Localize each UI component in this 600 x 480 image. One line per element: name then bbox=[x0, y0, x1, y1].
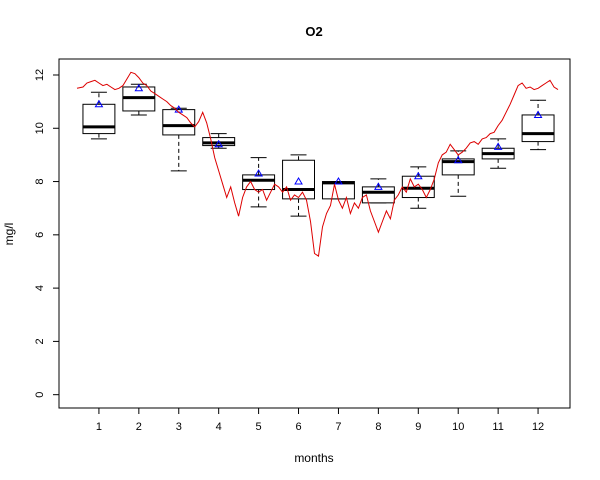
mean-marker bbox=[94, 99, 104, 108]
box-month-2 bbox=[122, 83, 156, 116]
x-tick-label: 7 bbox=[335, 421, 341, 433]
iqr-box bbox=[162, 109, 196, 136]
x-tick-label: 6 bbox=[295, 421, 301, 433]
mean-marker bbox=[294, 177, 303, 185]
mean-marker bbox=[214, 139, 224, 148]
box-month-10 bbox=[441, 150, 475, 197]
iqr-box bbox=[521, 114, 555, 143]
x-tick-label: 3 bbox=[176, 421, 182, 433]
box-month-7 bbox=[321, 181, 355, 200]
y-tick-label: 10 bbox=[34, 122, 46, 134]
mean-marker bbox=[374, 182, 383, 190]
x-axis-label: months bbox=[294, 451, 333, 465]
mean-marker bbox=[254, 169, 263, 177]
y-tick-label: 6 bbox=[34, 232, 46, 238]
chart-title: O2 bbox=[305, 24, 322, 39]
x-tick-label: 11 bbox=[492, 421, 503, 433]
y-axis-label: mg/l bbox=[2, 223, 16, 246]
iqr-box bbox=[82, 103, 116, 135]
x-tick-label: 2 bbox=[136, 421, 142, 433]
mean-marker bbox=[533, 110, 543, 118]
box-month-6 bbox=[282, 154, 315, 217]
x-tick-label: 10 bbox=[452, 421, 464, 433]
mean-marker bbox=[413, 171, 423, 180]
y-axis: 0 2 4 6 8 10 12 bbox=[34, 69, 59, 398]
mean-marker bbox=[134, 83, 144, 92]
box-month-8 bbox=[361, 178, 395, 204]
x-tick-label: 5 bbox=[256, 421, 262, 433]
box-month-1 bbox=[82, 91, 116, 140]
box-month-5 bbox=[242, 157, 276, 208]
box-month-11 bbox=[481, 138, 515, 169]
x-tick-label: 12 bbox=[532, 421, 544, 433]
iqr-box bbox=[242, 174, 276, 191]
plot-frame bbox=[58, 58, 571, 409]
mean-marker bbox=[493, 142, 503, 150]
y-tick-label: 4 bbox=[34, 285, 46, 291]
y-tick-label: 0 bbox=[34, 392, 46, 398]
daily-o2-line bbox=[76, 71, 559, 257]
mean-marker bbox=[453, 155, 463, 164]
box-month-12 bbox=[521, 99, 555, 151]
mean-marker bbox=[334, 177, 343, 185]
y-tick-label: 12 bbox=[34, 69, 46, 81]
iqr-box bbox=[282, 159, 315, 200]
x-tick-label: 8 bbox=[375, 421, 381, 433]
y-tick-label: 2 bbox=[34, 338, 46, 344]
x-tick-label: 4 bbox=[216, 421, 222, 433]
x-tick-label: 9 bbox=[415, 421, 421, 433]
boxes-layer bbox=[82, 83, 555, 217]
x-tick-label: 1 bbox=[96, 421, 102, 433]
box-month-3 bbox=[162, 107, 196, 172]
means-layer bbox=[94, 83, 543, 190]
x-axis: 1 2 3 4 5 6 7 8 9 10 11 12 bbox=[96, 408, 544, 433]
y-tick-label: 8 bbox=[34, 178, 46, 184]
